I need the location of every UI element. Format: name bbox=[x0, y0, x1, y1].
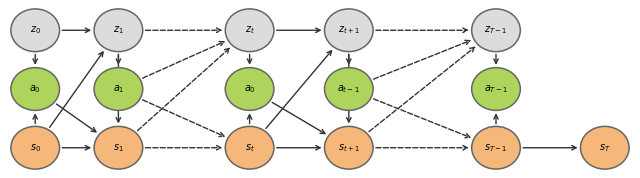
Text: $z_{T-1}$: $z_{T-1}$ bbox=[484, 24, 508, 36]
Ellipse shape bbox=[580, 126, 629, 169]
Text: $s_0$: $s_0$ bbox=[29, 142, 41, 154]
Text: $z_t$: $z_t$ bbox=[244, 24, 255, 36]
Text: $z_{t+1}$: $z_{t+1}$ bbox=[338, 24, 360, 36]
Text: $s_{t+1}$: $s_{t+1}$ bbox=[338, 142, 360, 154]
Ellipse shape bbox=[324, 68, 373, 110]
Text: $a_1$: $a_1$ bbox=[113, 83, 124, 95]
Ellipse shape bbox=[324, 9, 373, 52]
Ellipse shape bbox=[225, 68, 274, 110]
Ellipse shape bbox=[94, 126, 143, 169]
Ellipse shape bbox=[11, 9, 60, 52]
Text: $s_t$: $s_t$ bbox=[244, 142, 255, 154]
Ellipse shape bbox=[472, 126, 520, 169]
Text: $a_0$: $a_0$ bbox=[29, 83, 41, 95]
Ellipse shape bbox=[11, 126, 60, 169]
Ellipse shape bbox=[324, 126, 373, 169]
Text: $z_0$: $z_0$ bbox=[29, 24, 41, 36]
Ellipse shape bbox=[472, 9, 520, 52]
Ellipse shape bbox=[225, 126, 274, 169]
Ellipse shape bbox=[472, 68, 520, 110]
Text: $a_{t-1}$: $a_{t-1}$ bbox=[337, 83, 360, 95]
Text: $a_0$: $a_0$ bbox=[244, 83, 255, 95]
Text: $s_{T-1}$: $s_{T-1}$ bbox=[484, 142, 508, 154]
Ellipse shape bbox=[94, 68, 143, 110]
Text: $s_T$: $s_T$ bbox=[599, 142, 611, 154]
Text: $s_1$: $s_1$ bbox=[113, 142, 124, 154]
Text: $a_{T-1}$: $a_{T-1}$ bbox=[484, 83, 508, 95]
Ellipse shape bbox=[225, 9, 274, 52]
Ellipse shape bbox=[11, 68, 60, 110]
Text: $z_1$: $z_1$ bbox=[113, 24, 124, 36]
Ellipse shape bbox=[94, 9, 143, 52]
